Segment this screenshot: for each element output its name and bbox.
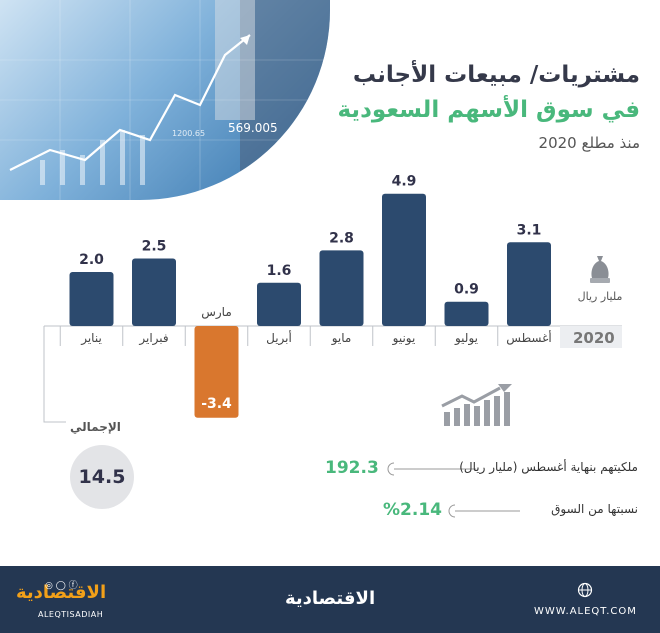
footer-logo-left: الاقتصادية bbox=[16, 582, 107, 603]
value-label-3: -3.4 bbox=[201, 396, 232, 412]
share-label: نسبتها من السوق bbox=[551, 502, 638, 516]
month-label-6: يونيو bbox=[392, 331, 416, 346]
bar-3 bbox=[194, 326, 239, 418]
month-label-4: أبريل bbox=[266, 330, 292, 346]
total-value: 14.5 bbox=[70, 445, 134, 509]
value-label-5: 2.8 bbox=[329, 230, 354, 246]
growth-chart-icon bbox=[441, 384, 512, 426]
month-label-5: مايو bbox=[331, 331, 352, 346]
bar-4 bbox=[257, 282, 301, 326]
bar-chart: 2.0 يناير 2.5 فبراير -3.4 مارس 1.6 أبريل 2.8 مايو… bbox=[43, 174, 622, 423]
hero-ticker-2: 1200.65 bbox=[172, 129, 205, 138]
bar-6 bbox=[382, 193, 426, 326]
unit-label: مليار ريال bbox=[577, 290, 623, 303]
value-label-7: 0.9 bbox=[454, 282, 479, 298]
month-label-3: مارس bbox=[201, 305, 232, 320]
share-row: %2.14 نسبتها من السوق bbox=[0, 500, 660, 522]
value-label-4: 1.6 bbox=[267, 263, 292, 279]
month-label-1: يناير bbox=[80, 331, 102, 346]
month-label-7: يوليو bbox=[454, 331, 478, 346]
month-label-2: فبراير bbox=[138, 331, 168, 346]
bar-8 bbox=[507, 242, 551, 326]
money-bag-icon bbox=[590, 256, 610, 283]
year-label: 2020 bbox=[573, 329, 615, 347]
footer-url[interactable]: WWW.ALEQT.COM bbox=[534, 606, 637, 617]
title-line-2: في سوق الأسهم السعودية bbox=[337, 97, 640, 123]
value-label-1: 2.0 bbox=[79, 252, 104, 268]
globe-icon bbox=[577, 582, 593, 598]
footer-handle: ALEQTISADIAH bbox=[38, 610, 104, 619]
value-label-8: 3.1 bbox=[517, 222, 542, 238]
share-connector bbox=[448, 504, 520, 518]
unit-block: مليار ريال bbox=[574, 254, 626, 303]
year-band bbox=[560, 326, 622, 348]
value-label-6: 4.9 bbox=[392, 174, 417, 190]
title-line-1: مشتريات/ مبيعات الأجانب bbox=[352, 62, 640, 88]
subtitle: منذ مطلع 2020 bbox=[538, 134, 640, 152]
bar-7 bbox=[444, 301, 489, 326]
ownership-row: 192.3 ملكيتهم بنهاية أغسطس (مليار ريال) bbox=[0, 458, 660, 480]
ownership-value: 192.3 bbox=[325, 458, 379, 478]
total-label: الإجمالي bbox=[70, 420, 121, 434]
bar-1 bbox=[69, 272, 114, 326]
bar-5 bbox=[319, 250, 364, 326]
share-value: %2.14 bbox=[383, 500, 442, 520]
hero-ticker-1: 569.005 bbox=[228, 121, 278, 135]
bar-2 bbox=[132, 258, 176, 326]
value-label-2: 2.5 bbox=[142, 239, 167, 255]
social-icons: ◎ ◯ ⓕ bbox=[45, 581, 78, 591]
ownership-connector bbox=[387, 462, 476, 476]
total-bracket bbox=[43, 326, 66, 423]
stock-chart-illustration: 569.005 1200.65 bbox=[0, 0, 330, 200]
month-label-8: أغسطس bbox=[506, 330, 551, 346]
footer: الاقتصادية ◎ ◯ ⓕ ALEQTISADIAH الاقتصادية… bbox=[0, 566, 660, 633]
hero-image: 569.005 1200.65 bbox=[0, 0, 330, 200]
ownership-label: ملكيتهم بنهاية أغسطس (مليار ريال) bbox=[459, 460, 638, 474]
footer-logo-center: الاقتصادية bbox=[285, 588, 376, 609]
